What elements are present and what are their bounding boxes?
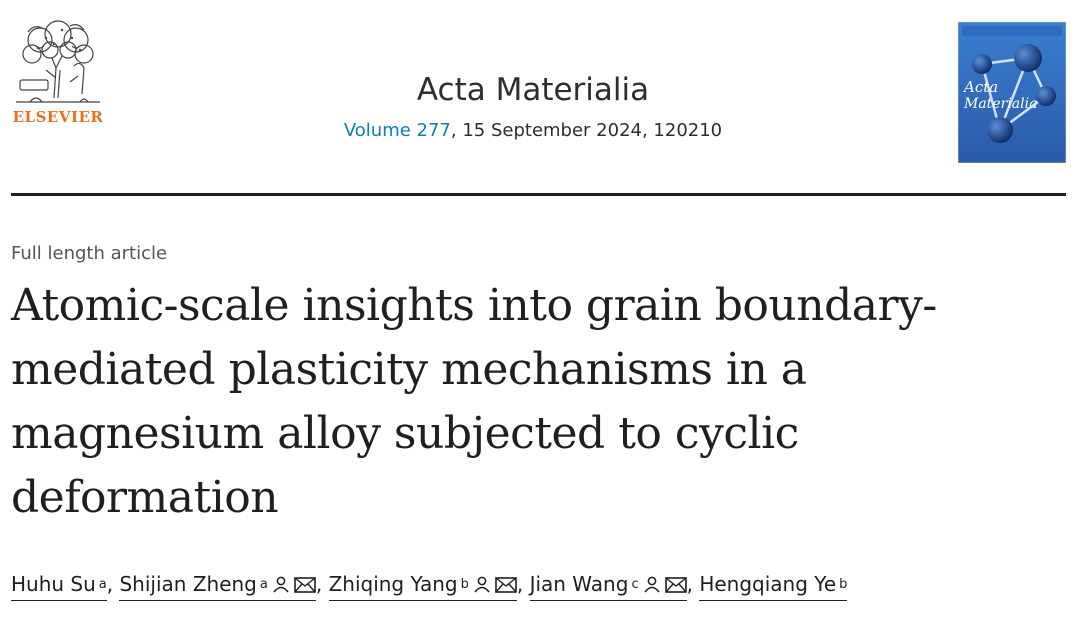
author-separator: ,	[106, 572, 114, 596]
author-list: Huhu Su a, Shijian Zheng a, Zhiqing Yang b,…	[11, 572, 1071, 601]
publisher-name: ELSEVIER	[12, 108, 104, 126]
article-type: Full length article	[11, 243, 168, 264]
author-affiliation[interactable]: c	[631, 577, 639, 592]
journal-issue: Volume 277, 15 September 2024, 120210	[233, 120, 833, 141]
author-5[interactable]: Hengqiang Ye b	[699, 572, 848, 601]
author-affiliation[interactable]: a	[259, 577, 268, 592]
article-header: ELSEVIER Acta Materialia Volume 277, 15 …	[0, 0, 1080, 196]
author-name[interactable]: Hengqiang Ye	[699, 572, 837, 596]
volume-link[interactable]: Volume 277	[343, 120, 451, 141]
elsevier-tree-icon	[16, 20, 100, 103]
author-name[interactable]: Shijian Zheng	[119, 572, 257, 596]
journal-title[interactable]: Acta Materialia	[416, 72, 650, 108]
author-name[interactable]: Zhiqing Yang	[328, 572, 458, 596]
person-icon[interactable]	[473, 575, 491, 597]
cover-word-2: Materialia	[963, 96, 1037, 112]
journal-cover-image[interactable]: Acta Materialia	[957, 21, 1067, 164]
author-1[interactable]: Huhu Su a	[11, 573, 107, 601]
cover-word-1: Acta	[962, 78, 998, 96]
mail-icon[interactable]	[294, 575, 316, 597]
author-affiliation[interactable]: b	[460, 577, 469, 592]
person-icon[interactable]	[272, 575, 290, 597]
journal-cover-icon: Acta Materialia	[957, 21, 1067, 164]
publisher-logo[interactable]: ELSEVIER	[10, 18, 106, 128]
author-name[interactable]: Jian Wang	[529, 572, 629, 596]
author-separator: ,	[686, 572, 693, 596]
article-title: Atomic-scale insights into grain boundar…	[11, 280, 937, 523]
author-affiliation[interactable]: b	[839, 577, 848, 592]
person-icon[interactable]	[643, 575, 661, 597]
mail-icon[interactable]	[664, 575, 687, 597]
author-2[interactable]: Shijian Zheng a	[119, 572, 316, 601]
author-4[interactable]: Jian Wang c	[529, 572, 687, 601]
mail-icon[interactable]	[495, 575, 517, 597]
author-separator: ,	[516, 572, 524, 596]
author-affiliation[interactable]: a	[98, 577, 107, 592]
header-divider	[11, 193, 1066, 196]
author-name[interactable]: Huhu Su	[11, 572, 96, 596]
journal-info: Acta Materialia Volume 277, 15 September…	[233, 70, 833, 141]
author-3[interactable]: Zhiqing Yang b	[328, 572, 517, 601]
author-separator: ,	[315, 572, 323, 596]
issue-details: , 15 September 2024, 120210	[450, 120, 723, 141]
